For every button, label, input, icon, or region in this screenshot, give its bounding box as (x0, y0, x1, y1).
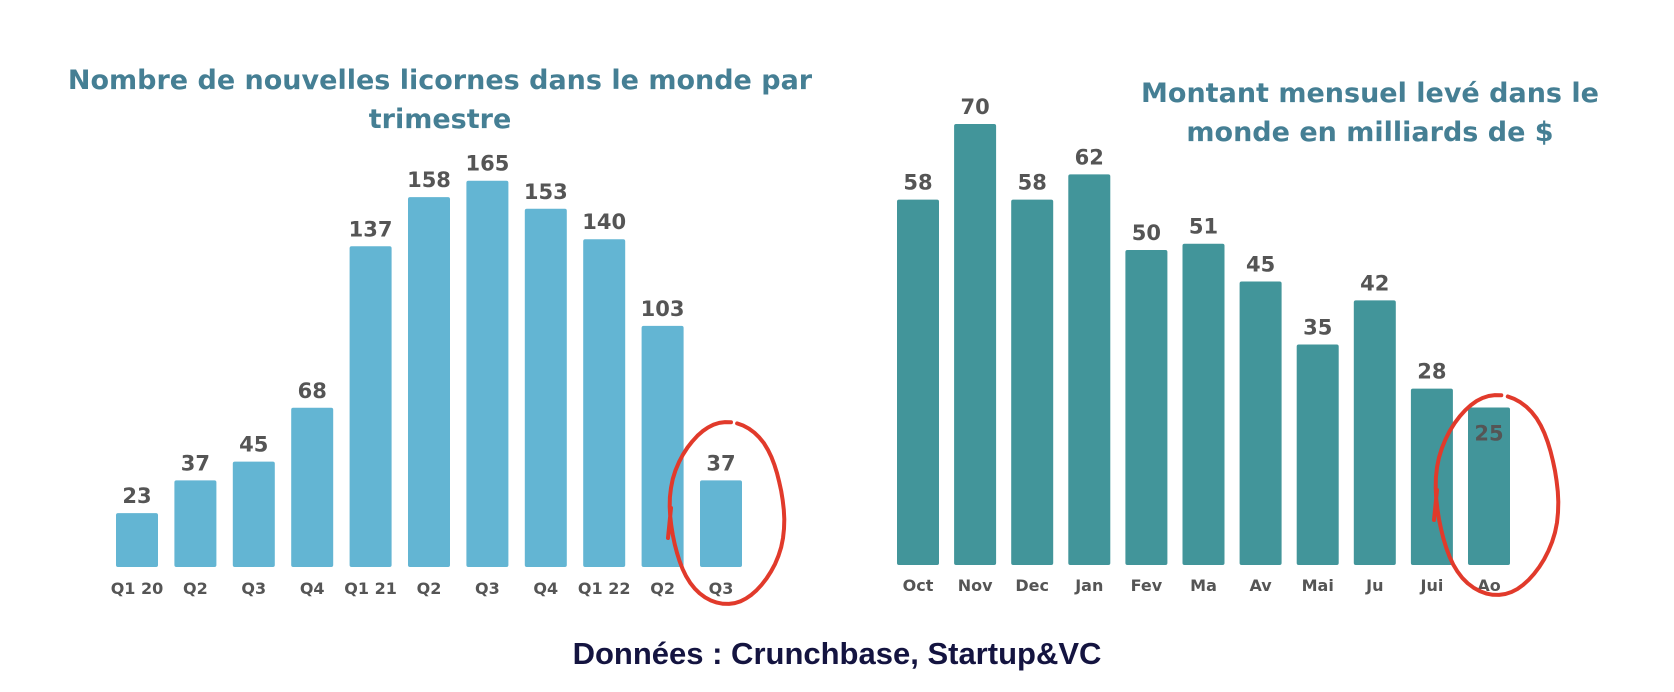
highlight-circle (1432, 393, 1561, 597)
bar-value-label: 165 (465, 152, 509, 176)
x-tick-label: Q3 (709, 579, 734, 598)
bar-value-label: 70 (960, 95, 989, 119)
x-tick-label: Dec (1015, 576, 1049, 595)
x-tick-label: Q1 20 (111, 579, 164, 598)
bar-value-label: 58 (1018, 171, 1047, 195)
x-tick-label: Q4 (300, 579, 325, 598)
bar (466, 180, 509, 568)
x-tick-label: Oct (903, 576, 934, 595)
bar (116, 513, 158, 567)
chart-monthly-funding: Montant mensuel levé dans le monde en mil… (897, 78, 1599, 597)
chart-title-line: monde en milliards de $ (1186, 117, 1553, 148)
x-tick-label: Q4 (533, 579, 558, 598)
bar-value-label: 45 (239, 433, 268, 457)
bar-value-label: 51 (1189, 215, 1218, 239)
bar (1182, 243, 1225, 565)
bar-value-label: 35 (1303, 316, 1332, 340)
x-tick-label: Ju (1365, 576, 1383, 595)
x-tick-label: Q2 (650, 579, 675, 598)
chart-new-unicorns-per-quarter: Nombre de nouvelles licornes dans le mon… (68, 65, 813, 606)
bar (641, 325, 684, 567)
bar-value-label: 158 (407, 168, 451, 192)
bar (954, 124, 997, 565)
bar (232, 461, 275, 567)
bar-value-label: 68 (298, 379, 327, 403)
bar (897, 199, 939, 565)
bar (1410, 388, 1453, 565)
x-tick-label: Q2 (417, 579, 442, 598)
bar (1353, 300, 1396, 565)
highlight-circle (666, 420, 787, 606)
bar-value-label: 25 (1474, 422, 1503, 446)
x-tick-label: Jan (1074, 576, 1103, 595)
x-tick-label: Q1 21 (344, 579, 397, 598)
bar-value-label: 137 (349, 217, 393, 241)
bar-value-label: 62 (1075, 145, 1104, 169)
x-tick-label: Q1 22 (578, 579, 631, 598)
bar (291, 407, 334, 567)
bar (700, 480, 742, 567)
x-tick-label: Fev (1131, 576, 1163, 595)
x-tick-label: Mai (1302, 576, 1334, 595)
bar-value-label: 23 (122, 484, 151, 508)
bar (1125, 250, 1168, 565)
chart-title-line: Nombre de nouvelles licornes dans le mon… (68, 65, 813, 96)
bar (174, 480, 217, 567)
bar-value-label: 140 (582, 210, 626, 234)
bar (1239, 281, 1282, 565)
bar-value-label: 45 (1246, 253, 1275, 277)
bar-value-label: 50 (1132, 221, 1161, 245)
bar (349, 246, 392, 567)
bar (1296, 344, 1339, 565)
x-tick-label: Jui (1419, 576, 1443, 595)
x-tick-label: Q2 (183, 579, 208, 598)
x-tick-label: Ma (1190, 576, 1217, 595)
x-tick-label: Nov (958, 576, 993, 595)
chart-title-line: trimestre (369, 104, 512, 135)
bar-value-label: 58 (903, 171, 932, 195)
x-tick-label: Av (1249, 576, 1272, 595)
bar (408, 197, 450, 567)
bar-value-label: 153 (524, 180, 568, 204)
bar-value-label: 42 (1360, 271, 1389, 295)
chart-title-line: Montant mensuel levé dans le (1141, 78, 1599, 109)
bar (1468, 407, 1510, 565)
bar-value-label: 37 (706, 451, 735, 475)
bar (1068, 174, 1111, 565)
bar (524, 208, 567, 568)
bar-value-label: 28 (1417, 360, 1446, 384)
bar-value-label: 103 (641, 297, 685, 321)
x-tick-label: Q3 (475, 579, 500, 598)
bar (583, 239, 626, 567)
bar-value-label: 37 (181, 451, 210, 475)
source-caption: Données : Crunchbase, Startup&VC (572, 636, 1102, 671)
bar (1011, 199, 1054, 565)
x-tick-label: Q3 (241, 579, 266, 598)
